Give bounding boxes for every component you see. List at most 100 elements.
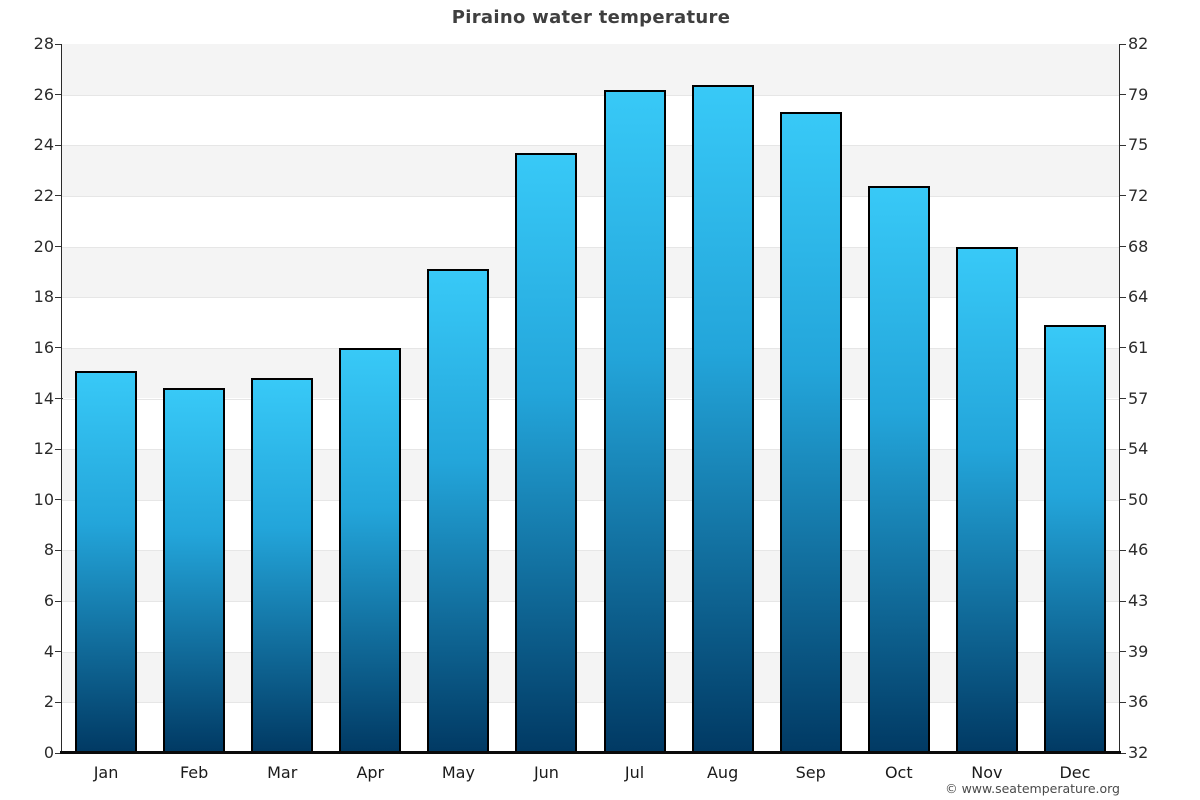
bar-may[interactable] — [427, 269, 490, 753]
bar-dec[interactable] — [1043, 325, 1106, 753]
x-tick-label-jan: Jan — [93, 763, 119, 782]
gridline — [62, 246, 1119, 248]
y-tick-label-celsius: 26 — [33, 84, 54, 104]
x-tick-label-aug: Aug — [706, 763, 739, 782]
y-axis-left-tick — [55, 347, 61, 349]
y-axis-right-tick — [1120, 651, 1126, 653]
bar-nov[interactable] — [955, 246, 1018, 753]
y-axis-right-tick — [1120, 549, 1126, 551]
y-tick-label-celsius: 12 — [33, 439, 54, 459]
y-axis-right-tick — [1120, 43, 1126, 45]
plot-area: Celcius (°C) Fahrenheit (°F) 03223643964… — [34, 34, 1149, 782]
y-axis-right-tick — [1120, 701, 1126, 703]
gridline — [62, 702, 1119, 704]
y-tick-label-celsius: 14 — [33, 388, 54, 408]
y-tick-label-celsius: 16 — [33, 337, 54, 357]
y-axis-left-tick — [55, 752, 61, 754]
x-tick-label-apr: Apr — [356, 763, 385, 782]
copyright-text: © www.seatemperature.org — [945, 781, 1120, 796]
plot-band — [62, 651, 1119, 703]
y-tick-label-celsius: 20 — [33, 236, 54, 256]
plot-band — [62, 297, 1119, 348]
x-tick-label-mar: Mar — [267, 763, 298, 782]
y-axis-left-tick — [55, 246, 61, 248]
gridline — [62, 94, 1119, 96]
y-tick-label-fahrenheit: 61 — [1128, 337, 1149, 357]
y-tick-label-fahrenheit: 46 — [1128, 540, 1149, 560]
y-tick-label-celsius: 8 — [43, 540, 54, 560]
x-axis-line — [60, 751, 1121, 754]
gridline — [62, 347, 1119, 349]
gridline — [62, 398, 1119, 400]
y-axis-right-tick — [1120, 246, 1126, 248]
y-axis-left-tick — [55, 701, 61, 703]
y-axis-left-tick — [55, 195, 61, 197]
bar-apr[interactable] — [339, 347, 402, 753]
y-axis-left-tick — [55, 448, 61, 450]
plot-band — [62, 145, 1119, 196]
y-tick-label-fahrenheit: 82 — [1128, 34, 1149, 53]
y-axis-left-tick — [55, 651, 61, 653]
y-tick-label-fahrenheit: 43 — [1128, 591, 1149, 611]
chart-title: Piraino water temperature — [451, 7, 731, 28]
y-tick-label-celsius: 24 — [33, 135, 54, 155]
x-tick-label-jun: Jun — [533, 763, 559, 782]
y-tick-label-celsius: 10 — [33, 489, 54, 509]
plot-band — [62, 601, 1119, 652]
y-tick-label-fahrenheit: 32 — [1128, 743, 1149, 762]
plot-band — [62, 246, 1119, 298]
gridline — [62, 601, 1119, 603]
y-axis-left-tick — [55, 499, 61, 501]
x-tick-label-sep: Sep — [795, 763, 826, 782]
bar-jan[interactable] — [75, 370, 138, 753]
y-axis-right-tick — [1120, 94, 1126, 96]
y-tick-label-fahrenheit: 54 — [1128, 439, 1149, 459]
gridline — [62, 145, 1119, 147]
bar-mar[interactable] — [251, 378, 314, 753]
y-tick-label-celsius: 2 — [43, 692, 54, 712]
gridline — [62, 449, 1119, 451]
y-tick-label-fahrenheit: 79 — [1128, 84, 1149, 104]
bar-feb[interactable] — [163, 388, 226, 753]
y-tick-label-celsius: 28 — [33, 34, 54, 53]
x-tick-label-nov: Nov — [971, 763, 1003, 782]
y-axis-left-line — [61, 44, 63, 753]
y-axis-right-tick — [1120, 347, 1126, 349]
y-tick-label-celsius: 0 — [43, 743, 54, 762]
bar-jul[interactable] — [603, 89, 666, 753]
plot-band — [62, 449, 1119, 500]
plot-band — [62, 44, 1119, 95]
y-axis-left-tick — [55, 296, 61, 298]
y-tick-label-fahrenheit: 64 — [1128, 287, 1149, 307]
bar-jun[interactable] — [515, 152, 578, 753]
y-tick-label-celsius: 4 — [43, 641, 54, 661]
plot-band — [62, 94, 1119, 146]
y-axis-left-tick — [55, 94, 61, 96]
y-tick-label-fahrenheit: 36 — [1128, 692, 1149, 712]
bar-aug[interactable] — [691, 84, 754, 753]
y-axis-left-tick — [55, 43, 61, 45]
x-tick-label-feb: Feb — [179, 763, 209, 782]
y-axis-right-tick — [1120, 499, 1126, 501]
y-tick-label-fahrenheit: 50 — [1128, 489, 1149, 509]
y-axis-right-tick — [1120, 144, 1126, 146]
gridline — [62, 297, 1119, 299]
y-axis-right-line — [1118, 44, 1120, 753]
y-tick-label-fahrenheit: 72 — [1128, 185, 1149, 205]
y-tick-label-fahrenheit: 57 — [1128, 388, 1149, 408]
y-tick-label-fahrenheit: 39 — [1128, 641, 1149, 661]
y-tick-label-celsius: 18 — [33, 287, 54, 307]
y-axis-right-tick — [1120, 296, 1126, 298]
x-tick-label-dec: Dec — [1059, 763, 1091, 782]
y-axis-left-tick — [55, 549, 61, 551]
y-axis-left-tick — [55, 600, 61, 602]
bar-sep[interactable] — [779, 112, 842, 753]
bar-oct[interactable] — [867, 185, 930, 753]
y-axis-left-tick — [55, 144, 61, 146]
y-axis-right-tick — [1120, 448, 1126, 450]
y-tick-label-fahrenheit: 75 — [1128, 135, 1149, 155]
y-axis-right-tick — [1120, 600, 1126, 602]
x-tick-label-oct: Oct — [884, 763, 913, 782]
y-axis-left-tick — [55, 398, 61, 399]
plot-band — [62, 398, 1119, 450]
